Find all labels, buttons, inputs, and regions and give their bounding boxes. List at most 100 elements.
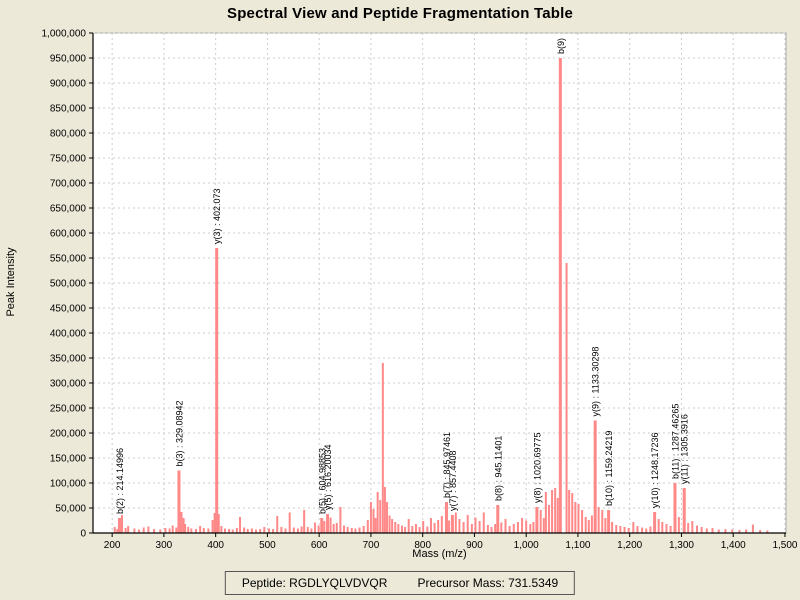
peak-bar [574,502,577,533]
peak-bar [556,498,559,533]
peak-bar [153,529,156,533]
peak-bar [300,526,303,533]
peak-bar [687,523,690,533]
y-tick-label: 950,000 [50,54,87,65]
y-tick-label: 250,000 [50,404,87,415]
peak-bar [466,515,469,533]
peak-bar-labeled [535,507,539,533]
peak-annotation: b(11) : 1287.46265 [670,404,680,479]
peak-bar [314,522,317,533]
peak-bar [429,518,432,533]
y-tick-label: 450,000 [50,304,87,315]
y-tick-label: 750,000 [50,154,87,165]
peak-bar [147,526,150,533]
peak-bar-labeled [117,518,121,533]
x-tick-label: 400 [207,540,224,551]
peak-bar [705,528,708,533]
peak-bar [228,529,231,533]
peak-bar [568,490,571,533]
peak-bar [632,522,635,533]
peak-bar [276,516,279,533]
peak-bar [171,525,174,533]
peak-bar [508,526,511,533]
peak-bar [426,526,429,533]
peak-bar [590,515,593,533]
peptide-info-panel: Peptide: RGDLYQLVDVQR Precursor Mass: 73… [224,571,576,595]
peak-annotation: b(3) : 329.08942 [174,400,184,466]
peak-bar [296,528,299,533]
peak-bar [246,529,249,533]
x-tick-label: 600 [311,540,328,551]
peak-bar [486,525,489,533]
peak-bar-labeled [444,502,448,533]
peak-bar [482,512,485,533]
peak-bars [113,58,769,533]
peak-bar [657,519,660,533]
peak-bar [272,529,275,533]
peak-bar [211,520,214,533]
peak-annotation: y(9) : 1133.30298 [591,347,601,417]
peak-bar [394,522,397,533]
peak-bar [641,527,644,533]
peak-bar [372,509,375,533]
peak-bar [759,530,762,533]
peak-bar [597,507,600,533]
peak-bar [317,525,320,533]
peak-annotation: y(5) : 616.20034 [323,444,333,510]
peak-bar [335,523,338,533]
peak-bar [391,519,394,533]
peak-bar [587,520,590,533]
peak-bar [504,519,507,533]
peak-bar [677,517,680,533]
peak-bar [724,529,727,533]
peak-annotation: b(5) : 604.98853 [317,448,327,514]
peak-bar [343,525,346,533]
y-tick-label: 100,000 [50,479,87,490]
peak-bar [376,492,379,533]
peak-bar [665,524,668,533]
peak-bar [521,518,524,533]
peak-bar [329,517,332,533]
x-tick-label: 900 [466,540,483,551]
peak-bar-labeled [682,488,686,533]
peak-bar-labeled [607,510,611,533]
peak-bar [437,520,440,533]
peak-bar [306,527,309,533]
y-tick-label: 700,000 [50,179,87,190]
y-tick-label: 650,000 [50,204,87,215]
peak-bar [645,528,648,533]
peak-bar [478,521,481,533]
y-tick-label: 350,000 [50,354,87,365]
peak-bar [584,517,587,533]
peak-bar [529,524,532,533]
peak-bar [532,522,535,533]
y-tick-label: 800,000 [50,129,87,140]
peak-bar [383,487,386,533]
peak-bar [113,527,116,533]
spectrum-chart[interactable]: b(2) : 214.14996 b(3) : 329.08942 y(3) : 4… [0,0,800,570]
peak-bar [470,524,473,533]
peak-annotation: b(9) [556,38,566,54]
peak-bar [711,528,714,533]
peak-bar [350,528,353,533]
peak-bar-labeled [177,470,181,533]
x-tick-label: 500 [259,540,276,551]
peak-bar [202,528,205,533]
peak-bar [292,527,295,533]
peak-bar [525,520,528,533]
peak-bar [551,490,554,533]
peak-bar [138,529,141,533]
y-tick-label: 0 [80,529,86,540]
peak-bar-labeled [673,483,677,533]
peak-bar [494,524,497,533]
peak-bar [500,522,503,533]
y-tick-label: 900,000 [50,79,87,90]
peak-bar [366,520,369,533]
peak-bar [462,522,465,533]
peak-annotation: b(7) : 845.97461 [442,432,452,498]
y-tick-label: 550,000 [50,254,87,265]
x-tick-label: 200 [104,540,121,551]
peak-bar [422,521,425,533]
peak-bar [611,522,614,533]
